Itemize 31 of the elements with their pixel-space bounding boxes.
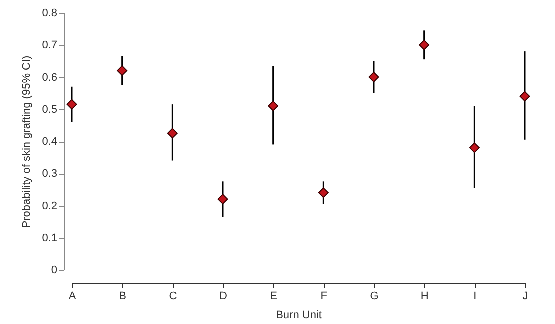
point [66,99,78,110]
point [117,66,128,76]
y-tick-label: 0.3 [42,168,58,180]
x-tick-label: B [119,290,127,302]
point [368,72,380,82]
x-axis-title: Burn Unit [276,310,322,322]
point [268,100,279,112]
point [520,91,530,102]
x-tick-label: E [270,290,278,302]
x-tick-label: A [68,290,77,302]
y-tick-label: 0 [51,264,58,276]
point [318,188,329,198]
y-tick-label: 0.4 [42,136,58,148]
y-axis-title: Probability of skin grafting (95% CI) [21,56,34,228]
y-tick-label: 0.2 [42,200,58,212]
x-tick-label: J [522,290,528,302]
point [469,142,480,154]
y-tick-label: 0.6 [42,72,58,84]
x-tick-label: F [320,290,328,302]
x-tick-label: I [474,290,477,302]
x-tick-label: D [220,290,228,302]
y-tick-label: 0.5 [42,104,58,116]
point [167,128,178,139]
y-tick-label: 0.8 [42,8,58,20]
x-tick-label: C [169,290,178,302]
point [419,40,430,50]
y-tick-label: 0.7 [42,40,58,52]
x-tick-label: G [370,290,379,302]
point [218,194,228,205]
y-tick-label: 0.1 [42,232,58,244]
x-tick-label: H [420,290,429,302]
